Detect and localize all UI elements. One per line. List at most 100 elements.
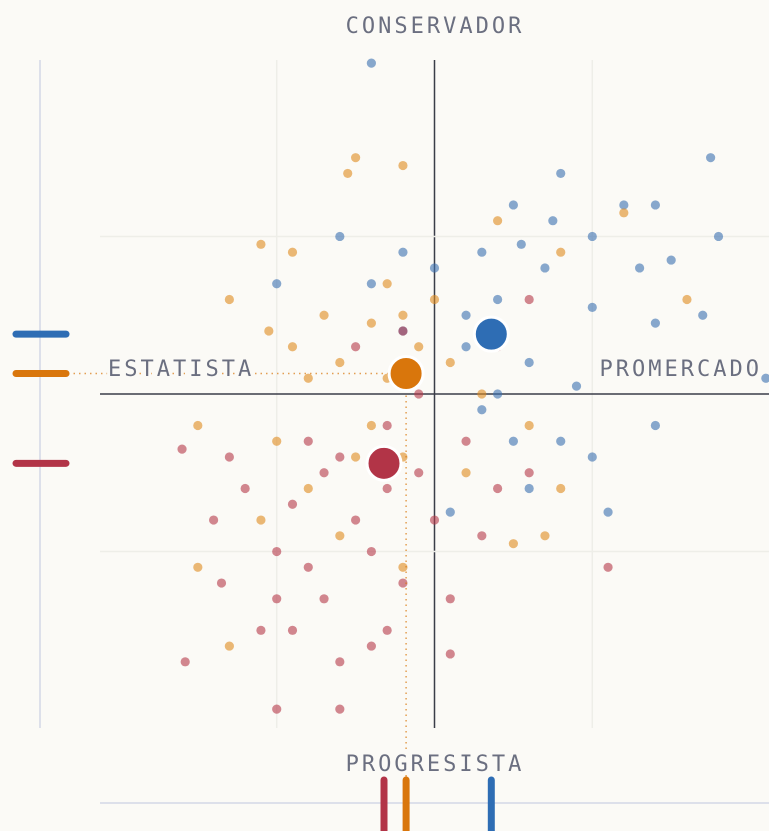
centroid (365, 444, 403, 482)
point (366, 546, 376, 557)
point (209, 515, 219, 525)
point (240, 357, 250, 368)
point (556, 436, 566, 446)
point (303, 436, 313, 446)
point (272, 546, 282, 557)
point (556, 168, 566, 179)
point (524, 420, 534, 431)
point (264, 326, 274, 336)
point (461, 342, 471, 352)
point (524, 294, 534, 305)
centroid (387, 355, 425, 393)
top-label: CONSERVADOR (346, 14, 525, 39)
point (287, 247, 298, 257)
point (445, 649, 455, 659)
point (650, 318, 660, 328)
point (224, 641, 234, 651)
point (319, 594, 329, 604)
point (477, 389, 487, 399)
point (682, 357, 692, 368)
labels: CONSERVADOR PROGRESISTA ESTATISTA PROMER… (105, 11, 762, 780)
point (493, 216, 503, 226)
point (382, 625, 392, 635)
point (224, 452, 234, 462)
point (524, 357, 534, 368)
margins (39, 60, 769, 804)
point (335, 657, 345, 667)
point (429, 263, 440, 273)
point (335, 231, 345, 242)
point (713, 231, 724, 242)
point (224, 294, 234, 305)
point (335, 704, 345, 714)
point (256, 625, 266, 635)
point (272, 594, 282, 604)
left-label: ESTATISTA (108, 357, 254, 382)
point (414, 468, 424, 478)
grid (100, 60, 769, 728)
point (272, 279, 282, 289)
point (287, 625, 298, 635)
point (398, 247, 408, 257)
point (429, 515, 440, 525)
point (335, 452, 345, 462)
point (540, 531, 550, 541)
point (477, 247, 487, 257)
point (382, 483, 392, 494)
point (177, 444, 187, 454)
bottom-label: PROGRESISTA (346, 752, 525, 777)
point (698, 310, 708, 320)
point (524, 483, 534, 494)
point (508, 200, 518, 210)
point (603, 507, 613, 517)
right-label: PROMERCADO (600, 357, 762, 382)
point (508, 539, 518, 549)
centroids (12, 315, 510, 831)
point (761, 373, 769, 383)
point (287, 499, 298, 509)
point (745, 365, 755, 375)
point (351, 153, 361, 163)
point (256, 239, 266, 249)
point (303, 483, 313, 494)
point (603, 562, 613, 572)
point (319, 310, 329, 320)
point (493, 294, 503, 305)
point (303, 373, 313, 383)
point (366, 279, 376, 289)
point (461, 468, 471, 478)
point (650, 200, 660, 210)
point (240, 483, 250, 494)
point (682, 294, 692, 305)
points (68, 58, 769, 778)
point (508, 436, 518, 446)
point (540, 263, 550, 273)
point (461, 436, 471, 446)
point (382, 279, 392, 289)
point (414, 342, 424, 352)
point (398, 578, 408, 588)
point (272, 704, 282, 714)
point (335, 531, 345, 541)
point (351, 342, 361, 352)
point (180, 657, 190, 667)
point (366, 420, 376, 431)
point (461, 310, 471, 320)
point (445, 507, 455, 517)
point (706, 153, 716, 163)
point (303, 562, 313, 572)
point (445, 594, 455, 604)
point (193, 420, 203, 431)
point (414, 389, 424, 399)
point (398, 160, 408, 171)
point (619, 208, 629, 218)
point (548, 216, 558, 226)
point (351, 515, 361, 525)
point (343, 168, 353, 179)
point (516, 239, 526, 249)
point (477, 531, 487, 541)
point (193, 562, 203, 572)
point (398, 562, 408, 572)
point (382, 420, 392, 431)
point (351, 452, 361, 462)
